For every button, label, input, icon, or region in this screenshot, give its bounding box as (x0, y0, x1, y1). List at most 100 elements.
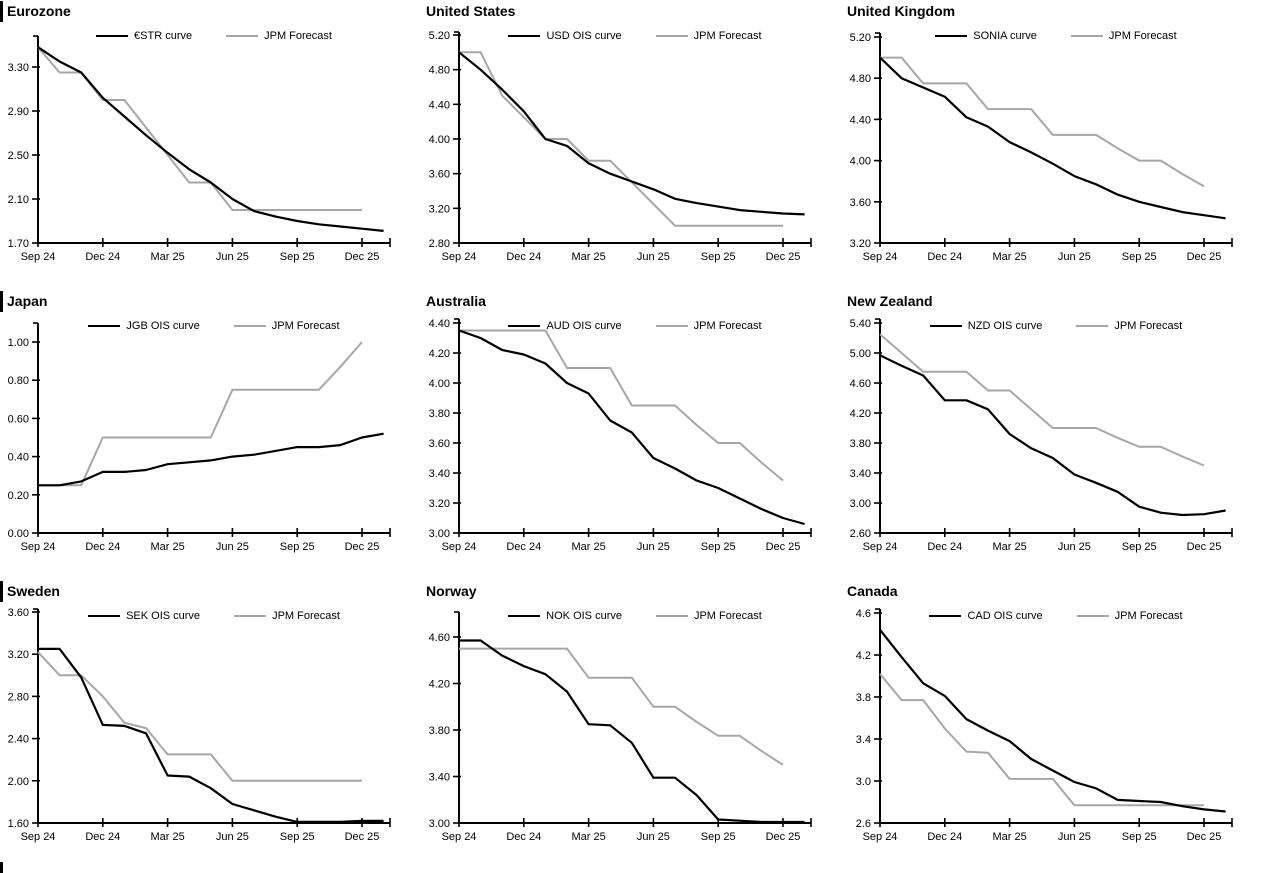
svg-text:Sep 24: Sep 24 (442, 831, 477, 843)
legend-item-forecast: JPM Forecast (1076, 610, 1183, 622)
svg-text:Dec 25: Dec 25 (766, 251, 801, 263)
svg-text:3.40: 3.40 (429, 468, 450, 480)
chart-title: United Kingdom (847, 3, 956, 19)
market-line-swatch (508, 615, 541, 617)
svg-text:2.80: 2.80 (8, 691, 29, 703)
svg-text:3.20: 3.20 (429, 498, 450, 510)
forecast-line-swatch (1076, 615, 1109, 617)
svg-text:4.20: 4.20 (850, 408, 871, 420)
legend-label: AUD OIS curve (546, 320, 622, 332)
legend-label: JPM Forecast (693, 30, 762, 42)
svg-text:0.40: 0.40 (8, 452, 29, 464)
panel-eurozone: Eurozone €STR curve JPM Forecast 3.30 2.9… (0, 0, 421, 290)
legend-item-forecast: JPM Forecast (1076, 320, 1182, 332)
svg-text:Jun 25: Jun 25 (1058, 251, 1091, 263)
svg-text:1.60: 1.60 (8, 818, 29, 830)
legend-item-forecast: JPM Forecast (655, 320, 762, 332)
svg-text:2.40: 2.40 (8, 734, 29, 746)
svg-text:3.4: 3.4 (856, 734, 871, 746)
legend-item-market: NZD OIS curve (929, 320, 1042, 332)
legend: €STR curve JPM Forecast (38, 30, 390, 42)
svg-text:Dec 24: Dec 24 (927, 541, 962, 553)
legend-label: JPM Forecast (693, 320, 762, 332)
svg-text:Jun 25: Jun 25 (216, 831, 249, 843)
svg-text:Sep 25: Sep 25 (1122, 251, 1157, 263)
legend: JGB OIS curve JPM Forecast (38, 320, 390, 332)
chart-title: Norway (426, 583, 477, 599)
svg-text:5.40: 5.40 (850, 318, 871, 330)
legend: USD OIS curve JPM Forecast (459, 30, 811, 42)
market-line-swatch (88, 325, 121, 327)
svg-text:Mar 25: Mar 25 (150, 831, 184, 843)
market-line-swatch (929, 615, 962, 617)
svg-text:3.00: 3.00 (429, 528, 450, 540)
svg-text:Dec 25: Dec 25 (1187, 541, 1222, 553)
svg-text:0.20: 0.20 (8, 490, 29, 502)
panel-united-states: United States USD OIS curve JPM Forecast… (421, 0, 842, 290)
svg-text:Sep 25: Sep 25 (280, 831, 315, 843)
svg-text:Mar 25: Mar 25 (992, 541, 1026, 553)
svg-text:Dec 24: Dec 24 (506, 251, 541, 263)
forecast-line-swatch (234, 615, 267, 617)
legend: NZD OIS curve JPM Forecast (880, 320, 1232, 332)
svg-text:Sep 24: Sep 24 (863, 251, 898, 263)
svg-text:3.60: 3.60 (8, 607, 29, 619)
panel-new-zealand: New Zealand NZD OIS curve JPM Forecast 5… (842, 290, 1264, 580)
svg-text:Mar 25: Mar 25 (571, 251, 605, 263)
svg-text:Sep 25: Sep 25 (701, 541, 736, 553)
legend-item-market: €STR curve (96, 30, 192, 42)
svg-text:Mar 25: Mar 25 (150, 541, 184, 553)
svg-text:Mar 25: Mar 25 (571, 541, 605, 553)
svg-text:Sep 24: Sep 24 (21, 541, 56, 553)
legend-item-forecast: JPM Forecast (1070, 30, 1177, 42)
svg-text:Sep 24: Sep 24 (442, 251, 477, 263)
svg-text:Mar 25: Mar 25 (992, 251, 1026, 263)
market-line-swatch (96, 35, 129, 37)
legend-label: €STR curve (134, 30, 193, 42)
svg-text:4.00: 4.00 (850, 156, 871, 168)
svg-text:Dec 25: Dec 25 (766, 541, 801, 553)
svg-text:5.20: 5.20 (429, 30, 450, 42)
legend-item-forecast: JPM Forecast (655, 610, 762, 622)
svg-text:4.2: 4.2 (856, 650, 871, 662)
legend: SONIA curve JPM Forecast (880, 30, 1232, 42)
panel-australia: Australia AUD OIS curve JPM Forecast 4.4… (421, 290, 842, 580)
legend-item-forecast: JPM Forecast (655, 30, 762, 42)
title-accent-bar: Japan (0, 291, 47, 312)
panel-united-kingdom: United Kingdom SONIA curve JPM Forecast … (842, 0, 1264, 290)
forecast-line-swatch (655, 325, 688, 327)
legend-item-market: AUD OIS curve (508, 320, 622, 332)
legend-label: SONIA curve (973, 30, 1037, 42)
svg-text:4.40: 4.40 (429, 99, 450, 111)
panel-sweden: Sweden SEK OIS curve JPM Forecast 3.60 3.… (0, 580, 421, 873)
svg-text:2.90: 2.90 (8, 106, 29, 118)
svg-text:Jun 25: Jun 25 (1058, 541, 1091, 553)
svg-text:Jun 25: Jun 25 (637, 251, 670, 263)
svg-text:3.80: 3.80 (850, 438, 871, 450)
svg-text:Sep 24: Sep 24 (863, 541, 898, 553)
svg-text:2.00: 2.00 (8, 776, 29, 788)
legend: CAD OIS curve JPM Forecast (880, 610, 1232, 622)
svg-text:3.20: 3.20 (850, 238, 871, 250)
legend: NOK OIS curve JPM Forecast (459, 610, 811, 622)
market-line-swatch (508, 35, 541, 37)
svg-text:3.20: 3.20 (429, 203, 450, 215)
legend-item-market: SEK OIS curve (88, 610, 200, 622)
svg-text:Dec 24: Dec 24 (85, 251, 120, 263)
svg-text:Mar 25: Mar 25 (150, 251, 184, 263)
svg-text:Jun 25: Jun 25 (637, 541, 670, 553)
svg-text:Dec 24: Dec 24 (927, 831, 962, 843)
svg-text:2.60: 2.60 (850, 528, 871, 540)
svg-text:Sep 25: Sep 25 (1122, 541, 1157, 553)
forecast-line-swatch (226, 35, 259, 37)
svg-text:Dec 24: Dec 24 (85, 831, 120, 843)
svg-text:3.80: 3.80 (429, 725, 450, 737)
svg-text:3.8: 3.8 (856, 692, 871, 704)
legend-label: JPM Forecast (693, 610, 762, 622)
svg-text:Sep 25: Sep 25 (701, 251, 736, 263)
svg-text:4.80: 4.80 (429, 65, 450, 77)
